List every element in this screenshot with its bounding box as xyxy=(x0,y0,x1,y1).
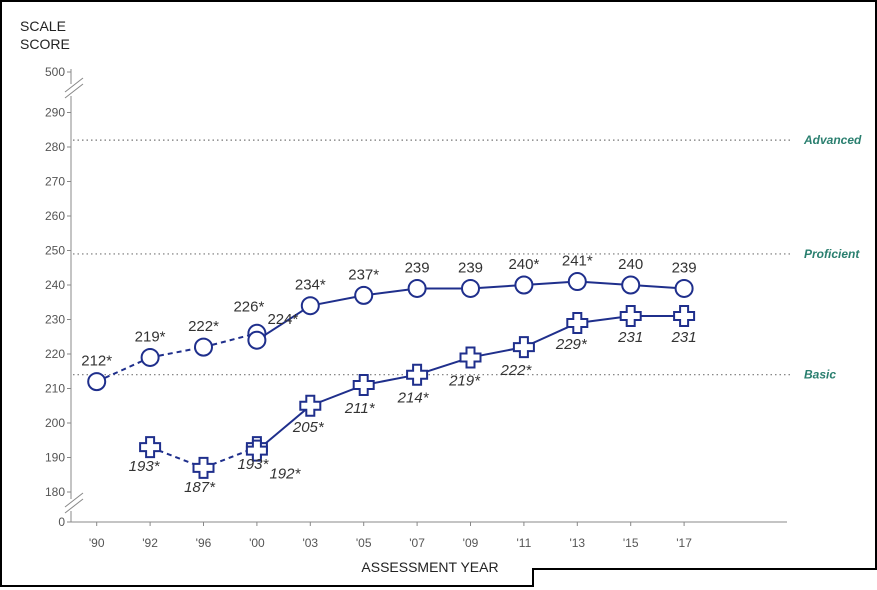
circle-point-label: 212* xyxy=(81,353,112,370)
cross-point xyxy=(139,436,162,459)
y-tick-label: 210 xyxy=(45,382,65,396)
cross-point-label: 205* xyxy=(292,419,325,436)
circle-point xyxy=(354,285,374,305)
x-tick-label: '90 xyxy=(89,536,105,550)
x-axis-title: ASSESSMENT YEAR xyxy=(361,559,498,575)
y-tick-label: 180 xyxy=(45,485,65,499)
circle-point xyxy=(621,275,641,295)
y-tick-label: 280 xyxy=(45,140,65,154)
circle-point-label: 226* xyxy=(233,298,264,315)
circle-point-label: 240* xyxy=(508,256,539,273)
cross-point-label: 222* xyxy=(499,362,532,379)
circle-point-label: 239 xyxy=(672,259,697,276)
circle-point-label: 241* xyxy=(562,253,593,270)
series xyxy=(87,272,696,479)
x-tick-label: '07 xyxy=(409,536,425,550)
series-segment xyxy=(96,356,151,383)
axis-break-mark xyxy=(64,77,84,93)
y-tick-label: 200 xyxy=(45,416,65,430)
x-tick-label: '15 xyxy=(623,536,639,550)
circle-point xyxy=(514,275,534,295)
circle-point-label: 239 xyxy=(405,259,430,276)
circle-point xyxy=(140,347,160,367)
circle-point-label: 222* xyxy=(188,318,219,335)
circle-point-label: 219* xyxy=(135,328,166,345)
circle-point xyxy=(194,337,213,357)
x-tick-label: '96 xyxy=(196,536,212,550)
y-tick-label: 250 xyxy=(45,244,65,258)
x-tick-label: '03 xyxy=(302,536,318,550)
x-tick-label: '00 xyxy=(249,536,265,550)
cross-point xyxy=(673,305,696,328)
axis-break-mark xyxy=(64,492,84,508)
cross-point-label: 231 xyxy=(617,329,643,346)
x-tick-label: '92 xyxy=(142,536,158,550)
cross-point-label: 193* xyxy=(237,456,269,473)
cross-point xyxy=(459,346,482,369)
cross-point-label: 219* xyxy=(448,372,481,389)
circle-point-label: 237* xyxy=(348,266,379,283)
y-axis-title-line-1: SCALE xyxy=(20,18,66,34)
level-label-proficient: Proficient xyxy=(804,247,860,261)
x-tick-label: '09 xyxy=(463,536,479,550)
circle-point-label: 240 xyxy=(618,256,643,273)
circle-point xyxy=(567,272,587,292)
circle-point-label: 224* xyxy=(267,311,298,328)
x-tick-label: '05 xyxy=(356,536,372,550)
cross-point-label: 192* xyxy=(269,466,301,483)
cross-point-label: 193* xyxy=(129,458,161,475)
cross-point xyxy=(406,363,429,386)
circle-point xyxy=(300,296,320,316)
circle-point-label: 239 xyxy=(458,259,483,276)
inset-box xyxy=(532,568,877,587)
circle-point xyxy=(461,278,480,298)
cross-point xyxy=(512,336,535,359)
cross-point-label: 214* xyxy=(397,390,430,407)
cross-point xyxy=(352,374,375,397)
cross-point-label: 231 xyxy=(671,329,697,346)
cross-point-label: 211* xyxy=(344,400,376,417)
y-tick-label: 290 xyxy=(45,106,65,120)
circle-point xyxy=(247,330,267,350)
circle-point-label: 234* xyxy=(295,277,326,294)
level-label-basic: Basic xyxy=(804,368,836,382)
level-label-advanced: Advanced xyxy=(803,133,862,147)
cross-point xyxy=(245,439,268,462)
y-tick-label: 240 xyxy=(45,278,65,292)
y-tick-label: 260 xyxy=(45,209,65,223)
y-tick-label: 220 xyxy=(45,347,65,361)
y-tick-label: 0 xyxy=(58,515,65,529)
x-tick-label: '11 xyxy=(517,536,532,550)
axes: 0 180 190 200 210 220 230 240 250 260 270 280 290 500… xyxy=(45,65,787,550)
cross-point-label: 229* xyxy=(555,336,588,353)
y-tick-label: 230 xyxy=(45,313,65,327)
cross-point xyxy=(192,456,215,479)
cross-point xyxy=(299,394,322,417)
axis-break-mark xyxy=(64,83,84,99)
cross-point xyxy=(619,305,642,328)
x-tick-label: '17 xyxy=(676,536,692,550)
circle-point xyxy=(407,278,427,298)
data-labels: 212* 219* 222* 226*224* 234* 237* 239 239 240* 24… xyxy=(81,253,696,496)
cross-point-label: 187* xyxy=(184,479,216,496)
axis-break-mark xyxy=(64,498,84,514)
level-lines: Advanced Proficient Basic xyxy=(73,133,862,382)
circle-point xyxy=(87,372,107,392)
x-tick-label: '13 xyxy=(569,536,585,550)
y-tick-label: 500 xyxy=(45,65,65,79)
y-tick-label: 270 xyxy=(45,175,65,189)
y-tick-label: 190 xyxy=(45,451,65,465)
cross-point xyxy=(566,311,589,334)
circle-point xyxy=(674,278,694,298)
y-axis-title-line-2: SCORE xyxy=(20,36,70,52)
